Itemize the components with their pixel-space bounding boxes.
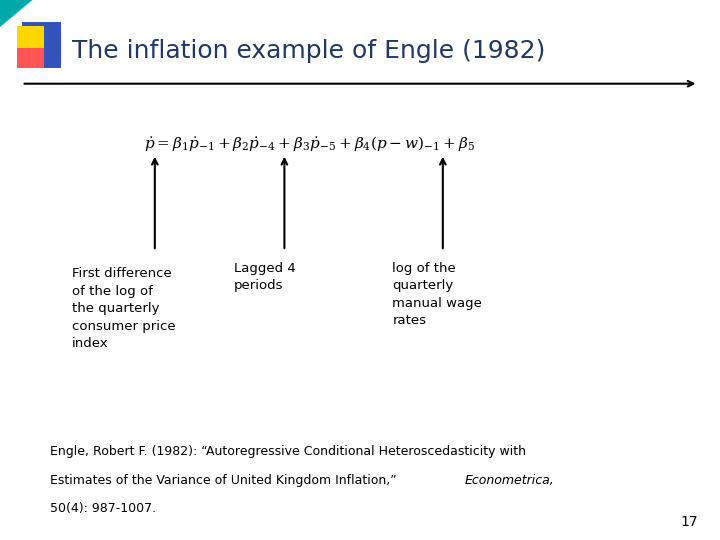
FancyBboxPatch shape [22, 22, 61, 68]
Polygon shape [0, 0, 32, 27]
Text: 17: 17 [681, 515, 698, 529]
Text: $\dot{p} = \beta_1 \dot{p}_{-1} + \beta_2 \dot{p}_{-4} + \beta_3 \dot{p}_{-5} + : $\dot{p} = \beta_1 \dot{p}_{-1} + \beta_… [144, 133, 475, 153]
Text: First difference
of the log of
the quarterly
consumer price
index: First difference of the log of the quart… [72, 267, 176, 350]
Text: The inflation example of Engle (1982): The inflation example of Engle (1982) [72, 39, 545, 63]
Text: Econometrica,: Econometrica, [465, 474, 555, 487]
Text: Lagged 4
periods: Lagged 4 periods [234, 262, 296, 292]
Text: Engle, Robert F. (1982): “Autoregressive Conditional Heteroscedasticity with: Engle, Robert F. (1982): “Autoregressive… [50, 446, 526, 458]
FancyBboxPatch shape [17, 26, 44, 58]
Text: Estimates of the Variance of United Kingdom Inflation,”: Estimates of the Variance of United King… [50, 474, 401, 487]
Text: log of the
quarterly
manual wage
rates: log of the quarterly manual wage rates [392, 262, 482, 327]
FancyBboxPatch shape [17, 48, 44, 68]
Text: 50(4): 987-1007.: 50(4): 987-1007. [50, 502, 156, 515]
